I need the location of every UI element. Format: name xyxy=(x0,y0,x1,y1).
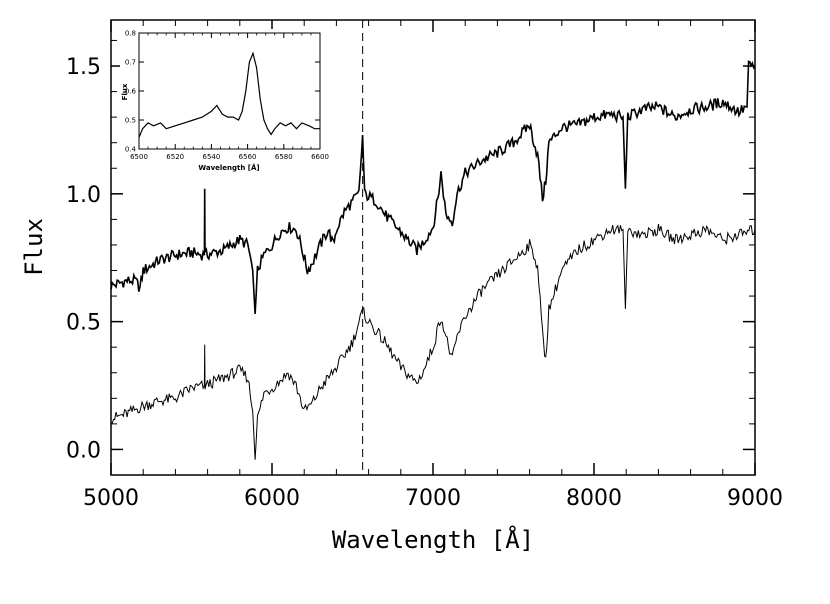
inset-x-axis-label: Wavelength [Å] xyxy=(198,163,259,172)
inset-y-tick-label-1: 0.5 xyxy=(125,117,136,125)
x-tick-label-2: 7000 xyxy=(405,486,461,511)
inset-x-tick-label-1: 6520 xyxy=(166,153,184,161)
inset-y-tick-label-4: 0.8 xyxy=(125,30,136,38)
y-tick-label-0: 0.0 xyxy=(66,438,101,463)
inset-background xyxy=(120,29,320,155)
y-axis-label: Flux xyxy=(20,218,48,276)
inset-x-tick-label-2: 6540 xyxy=(202,153,220,161)
inset-plot: 6500 6520 6540 6560 6580 6600 0.4 0.5 0.… xyxy=(120,29,329,172)
inset-y-tick-label-0: 0.4 xyxy=(125,146,137,154)
upper-spectrum-line xyxy=(110,60,756,315)
main-plot: 5000 6000 7000 8000 9000 0.0 0.5 1.0 1.5… xyxy=(20,19,783,554)
inset-x-tick-label-5: 6600 xyxy=(311,153,329,161)
y-tick-label-1: 0.5 xyxy=(66,311,101,336)
x-tick-label-0: 5000 xyxy=(83,486,139,511)
inset-y-tick-label-2: 0.6 xyxy=(125,88,137,96)
inset-x-tick-label-3: 6560 xyxy=(239,153,257,161)
y-tick-label-2: 1.0 xyxy=(66,183,101,208)
inset-x-tick-label-4: 6580 xyxy=(275,153,293,161)
x-tick-label-3: 8000 xyxy=(566,486,622,511)
x-tick-label-4: 9000 xyxy=(727,486,783,511)
lower-spectrum-line xyxy=(110,223,756,460)
x-tick-label-1: 6000 xyxy=(244,486,300,511)
x-axis-label: Wavelength [Å] xyxy=(332,525,534,554)
inset-x-ticks xyxy=(138,33,321,149)
inset-y-tick-label-3: 0.7 xyxy=(125,59,136,67)
inset-x-tick-label-0: 6500 xyxy=(130,153,148,161)
main-y-ticks xyxy=(111,39,755,451)
main-x-ticks xyxy=(110,20,756,475)
inset-spectrum-line xyxy=(138,51,320,138)
inset-y-ticks xyxy=(139,32,320,150)
y-tick-label-3: 1.5 xyxy=(66,55,101,80)
inset-y-axis-label: Flux xyxy=(121,83,129,100)
